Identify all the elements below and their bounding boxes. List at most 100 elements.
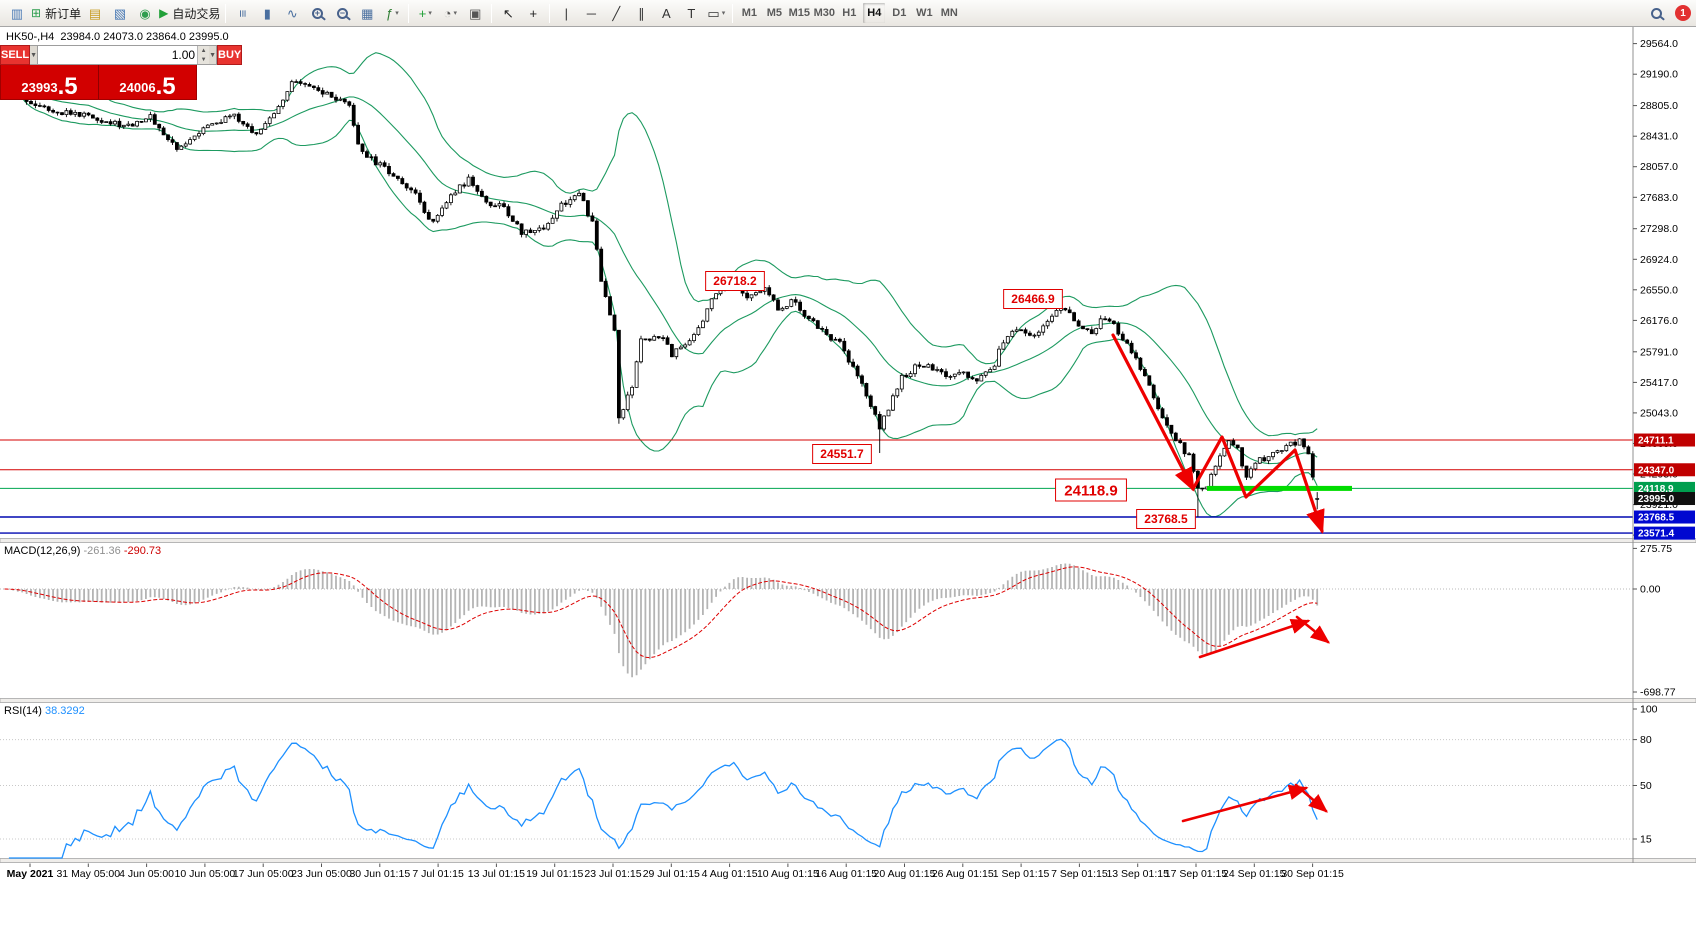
timeframe-W1-button[interactable]: W1 (912, 2, 936, 24)
bars-chart-type-icon-glyph: ≡ (234, 9, 250, 17)
bars-chart-type-icon[interactable]: ≡ (230, 2, 254, 24)
price-annotation[interactable]: 26718.2 (705, 271, 765, 291)
buy-options-dropdown[interactable]: ▼ (209, 45, 217, 65)
vertical-line-icon[interactable]: | (554, 2, 578, 24)
toolbar-separator (408, 3, 410, 23)
svg-text:80: 80 (1640, 734, 1652, 746)
ask-price[interactable]: 24006.5 (99, 65, 196, 99)
svg-text:23 Jul 01:15: 23 Jul 01:15 (584, 868, 641, 880)
sell-button[interactable]: SELL (0, 45, 31, 65)
timeframe-M1-button[interactable]: M1 (737, 2, 761, 24)
svg-text:26 Aug 01:15: 26 Aug 01:15 (932, 868, 994, 880)
volume-input[interactable] (38, 46, 198, 64)
navigator-icon[interactable]: ◉ (133, 2, 157, 24)
tile-windows-icon[interactable]: ▦ (355, 2, 379, 24)
trendline-icon[interactable]: ╱ (604, 2, 628, 24)
one-click-trading-panel: SELL ▼ ▲▼ ▼ BUY 23993.5 24006.5 (0, 45, 243, 100)
trend-arrow[interactable] (1181, 784, 1309, 823)
timeframe-H4-button[interactable]: H4 (862, 2, 886, 24)
trend-arrow[interactable] (1295, 615, 1331, 644)
notification-badge[interactable]: 1 (1675, 5, 1691, 21)
svg-text:25791.0: 25791.0 (1640, 346, 1678, 358)
shapes-icon[interactable]: ▭ ▾ (704, 2, 728, 24)
toolbar-separator (225, 3, 227, 23)
cursor-icon[interactable]: ↖ (496, 2, 520, 24)
chart-properties-icon[interactable]: ▣ (463, 2, 487, 24)
price-axis-label-24347: 24347.0 (1634, 463, 1695, 477)
timeframe-M15-button[interactable]: M15 (787, 2, 811, 24)
new-order-button[interactable]: ⊞ 新订单 (30, 2, 82, 24)
svg-text:13 Sep 01:15: 13 Sep 01:15 (1106, 868, 1169, 880)
autotrading-button-glyph: ▶ (159, 6, 169, 20)
stepper-down-icon[interactable]: ▼ (200, 56, 207, 63)
timeframe-MN-button[interactable]: MN (937, 2, 961, 24)
rsi-line (8, 738, 1318, 859)
data-window-icon-glyph: ▧ (113, 5, 127, 21)
data-window-icon[interactable]: ▧ (108, 2, 132, 24)
svg-text:0.00: 0.00 (1640, 584, 1661, 596)
shapes-icon-glyph: ▭ (707, 5, 720, 21)
price-annotation[interactable]: 23768.5 (1136, 509, 1196, 529)
price-axis-label-23995: 23995.0 (1634, 492, 1695, 506)
autotrading-button[interactable]: ▶ 自动交易 (158, 2, 221, 24)
trend-arrow[interactable] (1294, 783, 1328, 813)
price-axis[interactable]: 29564.0 29190.0 28805.0 28431.0 28057.0 27683… (1632, 27, 1695, 863)
candlestick-chart-type-icon[interactable]: ▮ (255, 2, 279, 24)
support-zone-highlight[interactable] (1207, 485, 1352, 491)
trend-arrow[interactable] (1111, 333, 1195, 492)
sell-options-dropdown[interactable]: ▼ (30, 45, 39, 65)
add-object-icon[interactable]: + ▾ (413, 2, 437, 24)
zoom-out-icon-sign: − (339, 7, 345, 18)
svg-text:28431.0: 28431.0 (1640, 131, 1678, 143)
crosshair-icon[interactable]: + (521, 2, 545, 24)
charts-window-icon[interactable]: ▥ (5, 2, 29, 24)
candlestick-chart-type-icon-glyph: ▮ (263, 5, 271, 21)
panel-separator[interactable] (0, 858, 1696, 863)
indicators-icon[interactable]: ƒ ▾ (380, 2, 404, 24)
buy-button[interactable]: BUY (217, 45, 243, 65)
rsi-label: RSI(14) 38.3292 (4, 705, 85, 717)
market-watch-icon[interactable]: ▤ (83, 2, 107, 24)
zoom-in-icon[interactable]: + (305, 2, 329, 24)
periods-clock-icon[interactable]: ◔ ▾ (438, 2, 462, 24)
bollinger-lower-band (4, 83, 1318, 518)
svg-text:15: 15 (1640, 833, 1652, 845)
trend-arrow[interactable] (1191, 435, 1325, 535)
horizontal-line-icon[interactable]: ─ (579, 2, 603, 24)
svg-text:25043.0: 25043.0 (1640, 407, 1678, 419)
timeframe-D1-button[interactable]: D1 (887, 2, 911, 24)
timeframe-M5-button[interactable]: M5 (762, 2, 786, 24)
timeframe-H1-button[interactable]: H1 (837, 2, 861, 24)
trend-arrow[interactable] (1198, 618, 1311, 659)
timeframe-M30-button[interactable]: M30 (812, 2, 836, 24)
svg-text:50: 50 (1640, 780, 1652, 792)
panel-separator[interactable] (0, 698, 1696, 703)
svg-text:23571.4: 23571.4 (1638, 529, 1675, 540)
svg-text:1 Sep 01:15: 1 Sep 01:15 (993, 868, 1050, 880)
stepper-up-icon[interactable]: ▲ (200, 47, 207, 54)
bid-price[interactable]: 23993.5 (1, 65, 99, 99)
svg-text:26718.2: 26718.2 (713, 274, 757, 288)
svg-text:23995.0: 23995.0 (1638, 494, 1675, 505)
line-chart-type-icon[interactable]: ∿ (280, 2, 304, 24)
channel-icon[interactable]: ∥ (629, 2, 653, 24)
channel-icon-glyph: ∥ (638, 5, 645, 21)
text-icon[interactable]: A (654, 2, 678, 24)
volume-stepper[interactable]: ▲ ▼ (197, 46, 210, 64)
zoom-in-icon-glass: + (311, 7, 323, 19)
search-icon[interactable] (1644, 2, 1668, 24)
price-annotation[interactable]: 24551.7 (812, 444, 872, 464)
chart-canvas[interactable]: 26718.2 26466.9 24551.7 24118.9 23768.5 MACD(… (0, 27, 1696, 945)
svg-text:10 Jun 05:00: 10 Jun 05:00 (175, 868, 236, 880)
svg-text:24347.0: 24347.0 (1638, 465, 1675, 476)
trend-arrows[interactable] (1111, 333, 1331, 823)
periods-clock-icon-dropdown-arrow: ▾ (453, 9, 458, 17)
add-object-icon-dropdown-arrow: ▾ (428, 9, 432, 17)
price-annotation[interactable]: 26466.9 (1003, 289, 1063, 309)
panel-separator[interactable] (0, 538, 1696, 543)
time-axis[interactable]: May 2021 31 May 05:00 4 Jun 05:00 10 Jun 05… (7, 863, 1344, 881)
label-icon[interactable]: T (679, 2, 703, 24)
text-icon-glyph: A (661, 5, 671, 21)
price-annotation[interactable]: 24118.9 (1055, 478, 1127, 502)
zoom-out-icon[interactable]: − (330, 2, 354, 24)
